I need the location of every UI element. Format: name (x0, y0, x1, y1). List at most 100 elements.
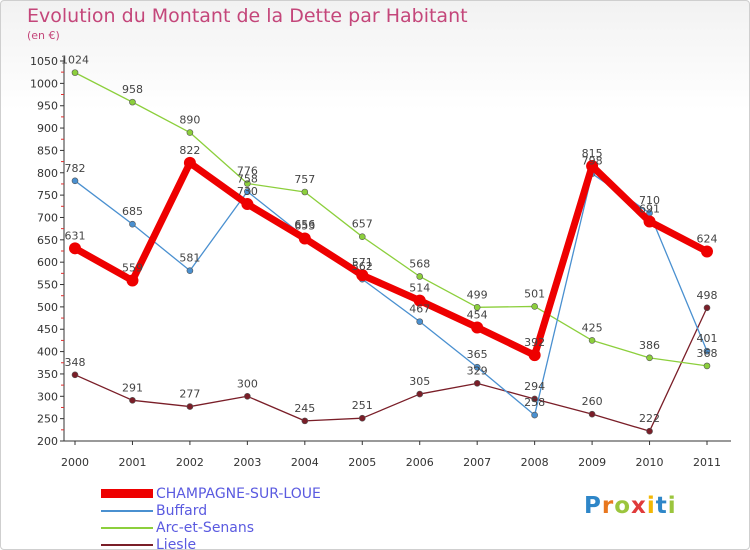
data-label: 498 (697, 289, 718, 302)
legend-label: Liesle (156, 536, 197, 550)
y-tick-label: 250 (37, 413, 58, 426)
data-label: 822 (179, 144, 200, 157)
data-label: 222 (639, 412, 660, 425)
data-point (71, 177, 79, 185)
data-label: 245 (294, 402, 315, 415)
data-label: 425 (582, 321, 603, 334)
data-point (358, 414, 366, 422)
data-point (701, 245, 713, 258)
x-tick-label: 2009 (578, 456, 606, 469)
x-tick-label: 2000 (61, 456, 89, 469)
data-label: 890 (179, 114, 200, 127)
data-label: 571 (352, 256, 373, 269)
data-label: 581 (179, 252, 200, 265)
data-point (301, 417, 309, 425)
legend-label: Buffard (156, 502, 208, 519)
data-point (473, 380, 481, 387)
data-point (703, 362, 711, 370)
y-tick-label: 450 (37, 323, 58, 336)
legend-item: Buffard (101, 502, 321, 519)
logo-letter: i (646, 493, 656, 519)
legend-swatch (101, 489, 153, 498)
y-tick-label: 350 (37, 368, 58, 381)
data-point (358, 233, 366, 240)
data-point (244, 188, 251, 195)
data-point (646, 427, 653, 435)
data-label: 657 (352, 218, 373, 231)
data-point (703, 347, 711, 355)
data-point (416, 390, 424, 398)
data-label: 348 (65, 356, 86, 369)
y-tick-label: 500 (37, 301, 58, 314)
data-point (588, 337, 596, 344)
legend-item: Arc-et-Senans (101, 519, 321, 536)
data-point (416, 318, 424, 325)
data-label: 501 (524, 287, 545, 300)
data-point (186, 267, 194, 274)
series-line (74, 71, 708, 367)
legend-label: CHAMPAGNE-SUR-LOUE (156, 485, 321, 502)
data-label: 467 (409, 303, 430, 316)
data-point (413, 294, 426, 307)
proxiti-logo: Proxiti (584, 493, 677, 519)
y-tick-label: 200 (37, 435, 58, 448)
data-label: 656 (294, 218, 315, 231)
data-label: 757 (294, 173, 315, 186)
data-point (586, 160, 599, 173)
data-label: 305 (409, 375, 430, 388)
x-tick-label: 2010 (636, 456, 664, 469)
data-label: 499 (467, 288, 488, 301)
x-tick-label: 2003 (233, 456, 261, 469)
data-label: 401 (697, 332, 718, 345)
data-label: 782 (65, 162, 86, 175)
x-tick-label: 2002 (176, 456, 204, 469)
data-point (183, 156, 196, 169)
data-label: 798 (582, 155, 603, 168)
data-point (241, 198, 254, 211)
x-tick-label: 2001 (118, 456, 146, 469)
y-tick-label: 550 (37, 279, 58, 292)
data-point (129, 397, 136, 404)
x-tick-label: 2008 (521, 456, 549, 469)
data-label: 653 (294, 219, 315, 232)
data-label: 368 (697, 347, 718, 360)
data-point (473, 304, 481, 311)
data-label: 568 (409, 257, 430, 270)
legend-swatch (101, 526, 153, 529)
logo-letter: P (584, 493, 602, 519)
y-tick-label: 1050 (30, 55, 58, 68)
data-label: 559 (122, 262, 143, 275)
data-label: 758 (237, 173, 258, 186)
series-line (74, 307, 708, 432)
data-point (528, 349, 541, 362)
legend-item: Liesle (101, 536, 321, 550)
data-label: 294 (524, 380, 545, 393)
data-point (298, 232, 311, 245)
y-tick-label: 1000 (30, 77, 58, 90)
y-tick-label: 750 (37, 189, 58, 202)
y-tick-label: 900 (37, 122, 58, 135)
data-label: 631 (65, 229, 86, 242)
y-tick-label: 300 (37, 390, 58, 403)
data-point (473, 363, 481, 371)
data-point (69, 242, 81, 255)
x-tick-label: 2007 (463, 456, 491, 469)
data-label: 258 (524, 396, 545, 409)
y-tick-label: 700 (37, 211, 58, 224)
chart-subtitle: (en €) (27, 29, 60, 42)
logo-letter: x (631, 493, 647, 519)
data-label: 386 (639, 339, 660, 352)
legend-item: CHAMPAGNE-SUR-LOUE (101, 485, 321, 502)
chart-legend: CHAMPAGNE-SUR-LOUE Buffard Arc-et-Senans Li… (101, 485, 321, 550)
data-label: 291 (122, 381, 143, 394)
x-tick-label: 2004 (291, 456, 319, 469)
data-point (301, 188, 309, 196)
data-point (126, 274, 139, 287)
y-tick-label: 400 (37, 346, 58, 359)
data-label: 300 (237, 377, 258, 390)
y-tick-label: 650 (37, 234, 58, 247)
x-tick-label: 2011 (693, 456, 721, 469)
data-label: 691 (639, 202, 660, 215)
